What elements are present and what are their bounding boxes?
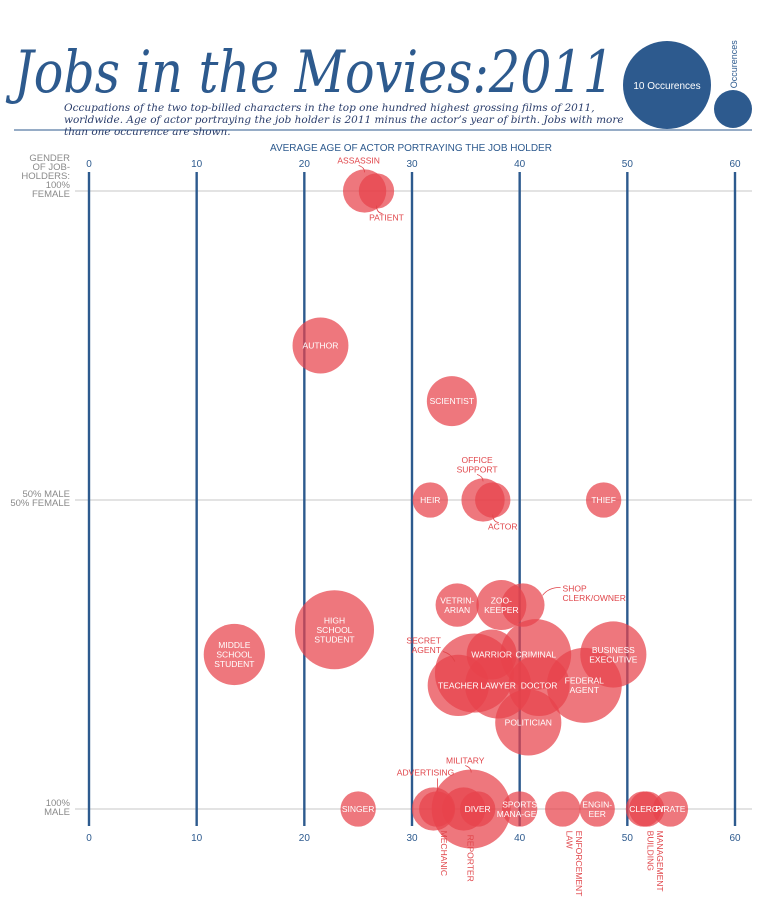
bubble-label-shop-clerk-owner: SHOP CLERK/OWNER	[563, 583, 626, 603]
x-tick-label-top: 50	[622, 159, 634, 170]
bubble-label-singer: SINGER	[342, 804, 375, 814]
x-tick-label-top: 40	[514, 159, 526, 170]
bubble-thief	[585, 482, 622, 518]
bubble-pirate	[652, 791, 689, 827]
bubble-label-politician: POLITICIAN	[505, 717, 552, 727]
x-tick-label-top: 20	[299, 159, 311, 170]
bubble-author	[292, 317, 349, 374]
bubble-label-sports-mana-ger: SPORTS MANA-GER	[497, 799, 543, 819]
bubble-singer	[340, 791, 376, 827]
bubble-label-engin-eer: ENGIN-EER	[582, 799, 612, 819]
bubble-label-building-management: BUILDINGMANAGEMENT	[645, 831, 665, 892]
x-tick-label-top: 10	[191, 159, 203, 170]
bubble-engin-eer	[579, 791, 615, 827]
bubble-label-business-executive: BUSINESS EXECUTIVE	[589, 645, 638, 665]
bubble-politician	[495, 689, 562, 756]
bubble-label-teacher: TEACHER	[438, 680, 479, 690]
callout-line	[542, 587, 561, 596]
callout-line	[376, 205, 383, 215]
callout-line	[358, 164, 366, 173]
x-tick-label-bottom: 0	[86, 833, 92, 844]
bubble-label-clergy: CLERGY	[629, 804, 664, 814]
x-tick-label-bottom: 10	[191, 833, 203, 844]
bubble-label-doctor: DOCTOR	[521, 680, 558, 690]
y-label-male: MALE	[44, 807, 70, 818]
x-tick-label-bottom: 20	[299, 833, 311, 844]
y-label-female: FEMALE	[32, 189, 70, 200]
size-legend-small-bubble	[714, 90, 752, 128]
x-tick-label-bottom: 30	[406, 833, 418, 844]
bubble-label-vetrin-arian: VETRIN-ARIAN	[440, 595, 474, 615]
bubble-label-scientist: SCIENTIST	[430, 396, 474, 406]
y-label-mixed: 50% MALE	[22, 489, 70, 500]
size-legend: 10 Occurences 2 Occurences	[623, 40, 752, 129]
x-tick-label-bottom: 40	[514, 833, 526, 844]
bubble-label-thief: THIEF	[591, 495, 616, 505]
bubble-label-author: AUTHOR	[303, 341, 339, 351]
size-legend-big-bubble	[623, 41, 711, 129]
y-label-female: HOLDERS:	[21, 171, 70, 182]
bubble-label-assassin: ASSASSIN	[337, 155, 380, 165]
callout-line	[492, 514, 499, 524]
x-tick-label-bottom: 60	[729, 833, 741, 844]
bubble-label-high-school-student: HIGH SCHOOL STUDENT	[314, 615, 354, 644]
bubble-layer	[203, 169, 689, 849]
x-tick-label-top: 0	[86, 159, 92, 170]
y-label-female: 100%	[46, 180, 71, 191]
y-label-mixed: 50% FEMALE	[10, 498, 70, 509]
bubble-label-middle-school-student: MIDDLE SCHOOL STUDENT	[214, 640, 254, 669]
y-label-female: GENDER	[29, 153, 70, 164]
x-tick-label-bottom: 50	[622, 833, 634, 844]
bubble-label-heir: HEIR	[420, 495, 440, 505]
bubble-middle-school-student	[203, 623, 265, 686]
bubble-label-advertising: ADVERTISING	[397, 767, 454, 777]
bubble-label-law-enforcement: LAWENFORCEMENT	[565, 831, 585, 897]
bubble-label-lawyer: LAWYER	[480, 680, 516, 690]
bubble-label-diver: DIVER	[465, 804, 491, 814]
bubble-label-office-support: OFFICE SUPPORT	[457, 455, 498, 475]
y-label-male: 100%	[46, 798, 71, 809]
bubble-label-layer: ASSASSIN PATIENT AUTHOR SCIENTIST HEIR OFFICE…	[214, 155, 685, 896]
bubble-sports-mana-ger	[501, 791, 538, 827]
chart-title: Jobs in the Movies:2011	[6, 38, 614, 106]
chart-subtitle: Occupations of the two top-billed charac…	[64, 102, 624, 138]
bubble-label-federal-agent: FEDERAL AGENT	[565, 676, 604, 696]
size-legend-big-label: 10 Occurences	[633, 81, 700, 92]
bubble-diver	[459, 791, 496, 827]
bubble-label-military: MILITARY	[446, 755, 485, 765]
callout-line	[476, 473, 484, 482]
callout-line	[465, 765, 472, 773]
bubble-label-patient: PATIENT	[369, 213, 404, 223]
callout-line	[442, 651, 456, 662]
x-tick-label-top: 30	[406, 159, 418, 170]
y-label-female: OF JOB-	[33, 162, 70, 173]
bubble-law-enforcement	[545, 791, 581, 827]
bubble-label-warrior: WARRIOR	[471, 650, 512, 660]
bubble-label-secret-agent: SECRET AGENT	[406, 636, 440, 656]
bubble-label-actor: ACTOR	[488, 522, 518, 532]
bubble-actor	[475, 482, 511, 518]
bubble-label-reporter: REPORTER	[466, 835, 476, 882]
size-legend-small-label: 2 Occurences	[729, 40, 739, 96]
bubble-high-school-student	[294, 590, 375, 670]
x-tick-label-top: 60	[729, 159, 741, 170]
bubble-scientist	[426, 376, 477, 427]
bubble-heir	[412, 482, 448, 518]
bubble-label-zoo-keeper: ZOO-KEEPER	[484, 595, 519, 615]
bubble-shop-clerk-owner	[501, 583, 545, 627]
bubble-patient	[358, 173, 395, 209]
bubble-vetrin-arian	[435, 583, 479, 627]
bubble-label-criminal: CRIMINAL	[516, 650, 557, 660]
bubble-label-pirate: PIRATE	[655, 804, 685, 814]
bubble-federal-agent	[546, 647, 622, 723]
bubble-label-mechanic: MECHANIC	[439, 831, 449, 876]
x-axis-label: AVERAGE AGE OF ACTOR PORTRAYING THE JOB …	[270, 143, 552, 154]
